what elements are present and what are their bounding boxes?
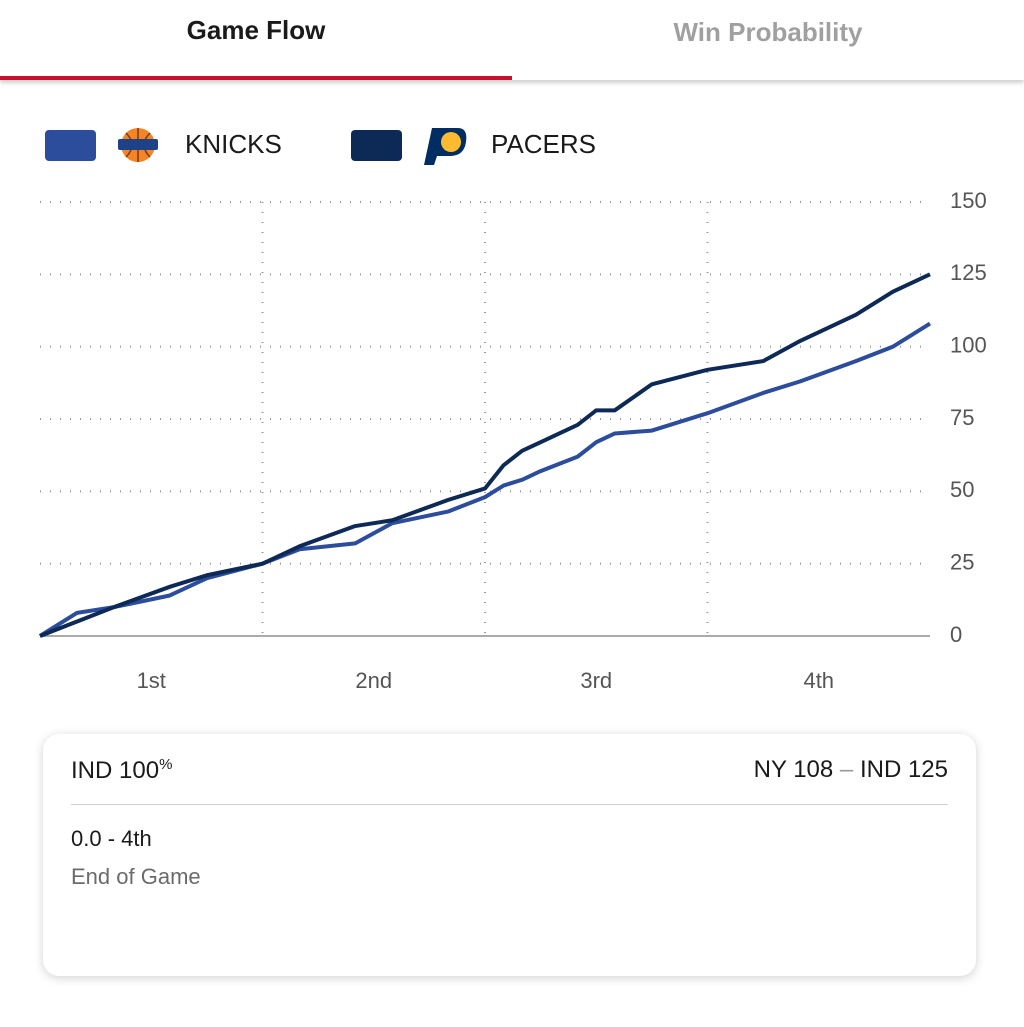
y-tick-label: 50 <box>950 477 974 502</box>
probability: 100 <box>119 757 160 784</box>
legend-swatch <box>351 130 402 161</box>
series-line <box>39 272 931 638</box>
chart: KNICKS PACERS 0 25 50 75 100 125 150 1st 2nd 3rd 4th <box>38 128 987 693</box>
y-tick-label: 25 <box>950 549 974 574</box>
x-tick-label: 4th <box>803 668 834 693</box>
legend-swatch <box>45 130 96 161</box>
series-line <box>38 321 932 638</box>
active-underline <box>0 76 512 80</box>
x-tick-label: 2nd <box>355 668 392 693</box>
legend-label: PACERS <box>491 129 596 159</box>
knicks-logo <box>118 128 158 162</box>
y-tick-label: 0 <box>950 622 962 647</box>
team: IND <box>71 757 113 784</box>
away-score: IND 125 <box>859 756 948 783</box>
x-tick-label: 1st <box>137 668 166 693</box>
summary-card: IND 100% NY 108 – IND 125 0.0 - 4th End … <box>43 734 976 976</box>
win-probability: IND 100% <box>71 756 172 785</box>
y-tick-label: 75 <box>950 405 974 430</box>
y-tick-label: 150 <box>950 188 987 213</box>
clock: 0.0 - 4th <box>71 826 152 851</box>
score: NY 108 – IND 125 <box>754 756 948 784</box>
divider <box>71 804 948 805</box>
x-tick-label: 3rd <box>580 668 612 693</box>
home-score: NY 108 <box>753 756 834 783</box>
status: End of Game <box>71 864 201 889</box>
tab-bar: Game Flow Win Probability <box>0 0 1024 80</box>
y-tick-label: 125 <box>950 260 987 285</box>
unit: % <box>159 756 173 773</box>
y-tick-label: 100 <box>950 332 987 357</box>
separator: – <box>839 756 854 783</box>
legend-label: KNICKS <box>185 129 282 159</box>
pacers-logo <box>424 128 467 165</box>
tab[interactable]: Game Flow <box>186 15 326 45</box>
tab[interactable]: Win Probability <box>673 17 863 47</box>
